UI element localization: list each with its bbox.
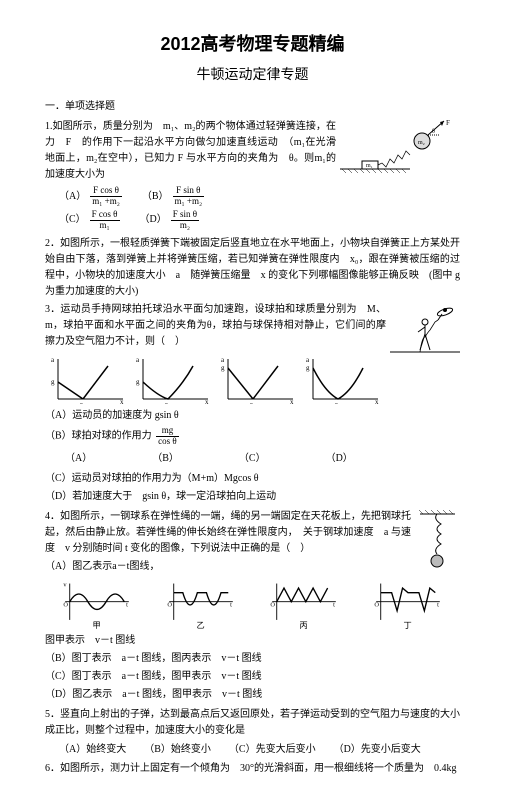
svg-text:O: O	[271, 601, 276, 608]
svg-text:a: a	[51, 356, 55, 364]
q4-graph-yi: t O 乙	[161, 579, 241, 629]
q3-optC: （C）运动员对球拍的作用力为（M+m）Mgcos θ	[45, 471, 460, 487]
svg-text:g: g	[136, 378, 140, 386]
svg-text:x₀: x₀	[80, 402, 85, 404]
svg-text:t: t	[230, 601, 232, 608]
q4-text: 4．如图所示，一钢球系在弹性绳的一端，绳的另一端固定在天花板上，先把钢球托起，然…	[45, 511, 411, 554]
q4-optB: （B）图丁表示 a－t 图线，图丙表示 v－t 图线	[45, 651, 460, 667]
q5-optB: （B）始终变小	[144, 742, 211, 758]
svg-text:F: F	[446, 119, 450, 127]
q1-optA: （A） F cos θm₁ +m₂	[59, 186, 124, 207]
svg-text:a: a	[306, 356, 310, 364]
svg-text:t: t	[437, 601, 439, 608]
svg-text:x: x	[375, 398, 379, 404]
svg-text:v: v	[63, 581, 67, 588]
q4-optD: （D）图乙表示 a－t 图线，图甲表示 v－t 图线	[45, 687, 460, 703]
q1-optD: （D） F sin θm₂	[140, 210, 202, 231]
q3-optA: （A）运动员的加速度为 gsin θ	[45, 408, 460, 424]
page-title: 2012高考物理专题精编	[45, 30, 460, 59]
q1-block: m₁ m₂ F θ 1.如图所示，质量分别为 m₁、m₂的两个物体通过轻弹簧连接…	[45, 119, 460, 183]
q6-text: 6．如图所示，测力计上固定有一个倾角为 30°的光滑斜面，用一根细线将一个质量为…	[45, 761, 460, 777]
svg-text:g: g	[51, 378, 55, 386]
q1-options-row1: （A） F cos θm₁ +m₂ （B） F sin θm₁ +m₂	[59, 186, 460, 207]
q5-options: （A）始终变大 （B）始终变小 （C）先变大后变小 （D）先变小后变大	[59, 742, 460, 758]
q2-graph-a: a x g x₀	[48, 354, 128, 404]
q5-optC: （C）先变大后变小	[229, 742, 316, 758]
q3-text: 3．运动员手持网球拍托球沿水平面匀加速跑，设球拍和球质量分别为 M、m，球拍平面…	[45, 304, 386, 347]
svg-text:m₂: m₂	[418, 140, 425, 146]
svg-text:甲: 甲	[92, 621, 100, 629]
svg-text:丁: 丁	[404, 621, 412, 629]
q1-text: 1.如图所示，质量分别为 m₁、m₂的两个物体通过轻弹簧连接，在力 F 的作用下…	[45, 121, 336, 180]
svg-text:x: x	[205, 398, 209, 404]
q2-graph-c: a x g x₀	[218, 354, 298, 404]
svg-text:O: O	[63, 601, 68, 608]
q3-block: 3．运动员手持网球拍托球沿水平面匀加速跑，设球拍和球质量分别为 M、m，球拍平面…	[45, 302, 460, 350]
svg-text:O: O	[374, 601, 379, 608]
svg-text:丙: 丙	[300, 621, 308, 629]
q2-option-labels: （A） （B） （C） （D）	[65, 451, 460, 467]
page-subtitle: 牛顿运动定律专题	[45, 65, 460, 87]
q2-graph-d: a x g x₀	[303, 354, 383, 404]
q4-graph-ding: t O 丁	[368, 579, 448, 629]
q1-options-row2: （C） F cos θm₁ （D） F sin θm₂	[59, 210, 460, 231]
svg-text:a: a	[221, 356, 225, 364]
q4-graph-bing: t O 丙	[264, 579, 344, 629]
svg-text:乙: 乙	[196, 621, 204, 629]
q4-optC: （C）图丁表示 a－t 图线，图甲表示 v－t 图线	[45, 669, 460, 685]
svg-text:O: O	[167, 601, 172, 608]
q4-optA-pre: （A）图乙表示a－t图线，	[45, 559, 460, 575]
q3-diagram	[390, 302, 460, 357]
q5-optA: （A）始终变大	[59, 742, 126, 758]
svg-text:t: t	[126, 601, 128, 608]
q4-graphs: v t O 甲 t O 乙 t O 丙 t O 丁	[45, 579, 460, 629]
q1-optB: （B） F sin θm₁ +m₂	[142, 186, 206, 207]
q5-optD: （D）先变小后变大	[334, 742, 421, 758]
svg-text:x₀: x₀	[335, 402, 340, 404]
svg-text:t: t	[333, 601, 335, 608]
svg-text:g: g	[306, 364, 310, 372]
svg-text:x₀: x₀	[165, 402, 170, 404]
q5-text: 5．竖直向上射出的子弹，达到最高点后又返回原处，若子弹运动受到的空气阻力与速度的…	[45, 707, 460, 739]
svg-text:x: x	[290, 398, 294, 404]
q1-diagram: m₁ m₂ F θ	[340, 119, 460, 179]
section-head: 一．单项选择题	[45, 99, 460, 115]
q4-block: 4．如图所示，一钢球系在弹性绳的一端，绳的另一端固定在天花板上，先把钢球托起，然…	[45, 509, 460, 557]
svg-text:a: a	[136, 356, 140, 364]
q4-optA: 图甲表示 v－t 图线	[45, 633, 460, 649]
q4-graph-jia: v t O 甲	[57, 579, 137, 629]
q3-optB: （B）球拍对球的作用力 mgcos θ	[45, 426, 460, 447]
q1-optC: （C） F cos θm₁	[59, 210, 122, 231]
q4-diagram	[415, 509, 460, 579]
svg-text:m₁: m₁	[366, 163, 373, 169]
svg-text:x: x	[120, 398, 124, 404]
svg-text:x₀: x₀	[250, 402, 255, 404]
q2-text: 2．如图所示，一根轻质弹簧下端被固定后竖直地立在水平地面上，小物块自弹簧正上方某…	[45, 236, 460, 300]
svg-text:g: g	[221, 364, 225, 372]
q2-graph-b: a x g x₀	[133, 354, 213, 404]
svg-text:θ: θ	[432, 129, 435, 135]
q3-optD: （D）若加速度大于 gsin θ，球一定沿球拍向上运动	[45, 489, 460, 505]
q2-graphs: a x g x₀ a x g x₀ a x g x₀ a x g x₀	[45, 354, 386, 404]
